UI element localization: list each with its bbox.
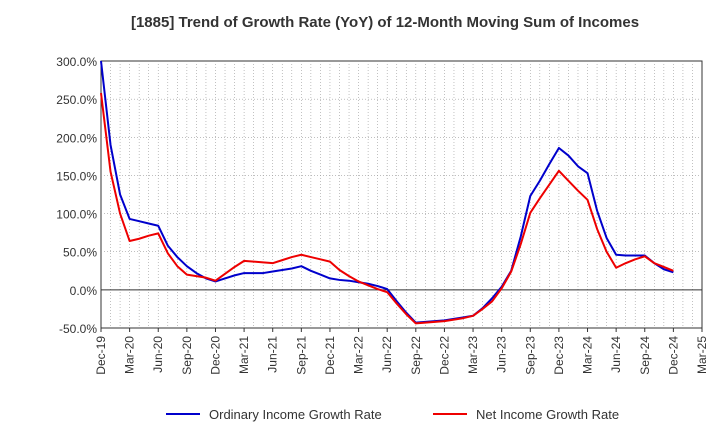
x-tick-label: Mar-22 <box>352 336 366 374</box>
legend-ordinary-income-label: Ordinary Income Growth Rate <box>209 407 382 422</box>
x-tick-label: Mar-24 <box>581 336 595 374</box>
net-income-series-line <box>100 92 674 325</box>
x-tick-label: Mar-25 <box>695 336 709 374</box>
x-tick-label: Jun-23 <box>495 336 509 373</box>
x-tick-label: Sep-23 <box>523 336 537 375</box>
x-tick-label: Dec-20 <box>208 336 222 375</box>
x-tick-label: Jun-21 <box>266 336 280 373</box>
y-tick-label: 100.0% <box>56 208 97 222</box>
chart-title: [1885] Trend of Growth Rate (YoY) of 12-… <box>131 14 639 31</box>
plot-area <box>100 60 703 329</box>
series-lines <box>100 60 674 325</box>
legend-net-income-label: Net Income Growth Rate <box>476 407 619 422</box>
x-tick-label: Sep-22 <box>409 336 423 375</box>
y-tick-label: -50.0% <box>59 322 97 336</box>
x-tick-label: Dec-21 <box>323 336 337 375</box>
legend: Ordinary Income Growth Rate Net Income Gr… <box>166 407 619 422</box>
x-tick-label: Dec-23 <box>552 336 566 375</box>
y-tick-label: 150.0% <box>56 169 97 183</box>
x-tick-label: Jun-22 <box>380 336 394 373</box>
x-tick-label: Sep-24 <box>638 336 652 375</box>
x-tick-label: Mar-23 <box>466 336 480 374</box>
y-tick-label: 200.0% <box>56 131 97 145</box>
axes: 300.0% 250.0% 200.0% 150.0% 100.0% 50.0% 0.0% -… <box>56 55 709 375</box>
x-tick-label: Dec-22 <box>437 336 451 375</box>
x-tick-label: Jun-20 <box>151 336 165 373</box>
y-tick-label: 250.0% <box>56 93 97 107</box>
gridlines <box>101 61 702 328</box>
x-tick-label: Dec-24 <box>666 336 680 375</box>
x-tick-label: Mar-21 <box>237 336 251 374</box>
x-tick-label: Sep-20 <box>180 336 194 375</box>
y-tick-label: 50.0% <box>63 246 97 260</box>
y-tick-label: 0.0% <box>70 284 98 298</box>
x-tick-label: Mar-20 <box>123 336 137 374</box>
y-tick-label: 300.0% <box>56 55 97 69</box>
x-tick-label: Sep-21 <box>294 336 308 375</box>
ordinary-income-series-line <box>100 60 674 324</box>
x-tick-label: Dec-19 <box>94 336 108 375</box>
x-tick-label: Jun-24 <box>609 336 623 373</box>
